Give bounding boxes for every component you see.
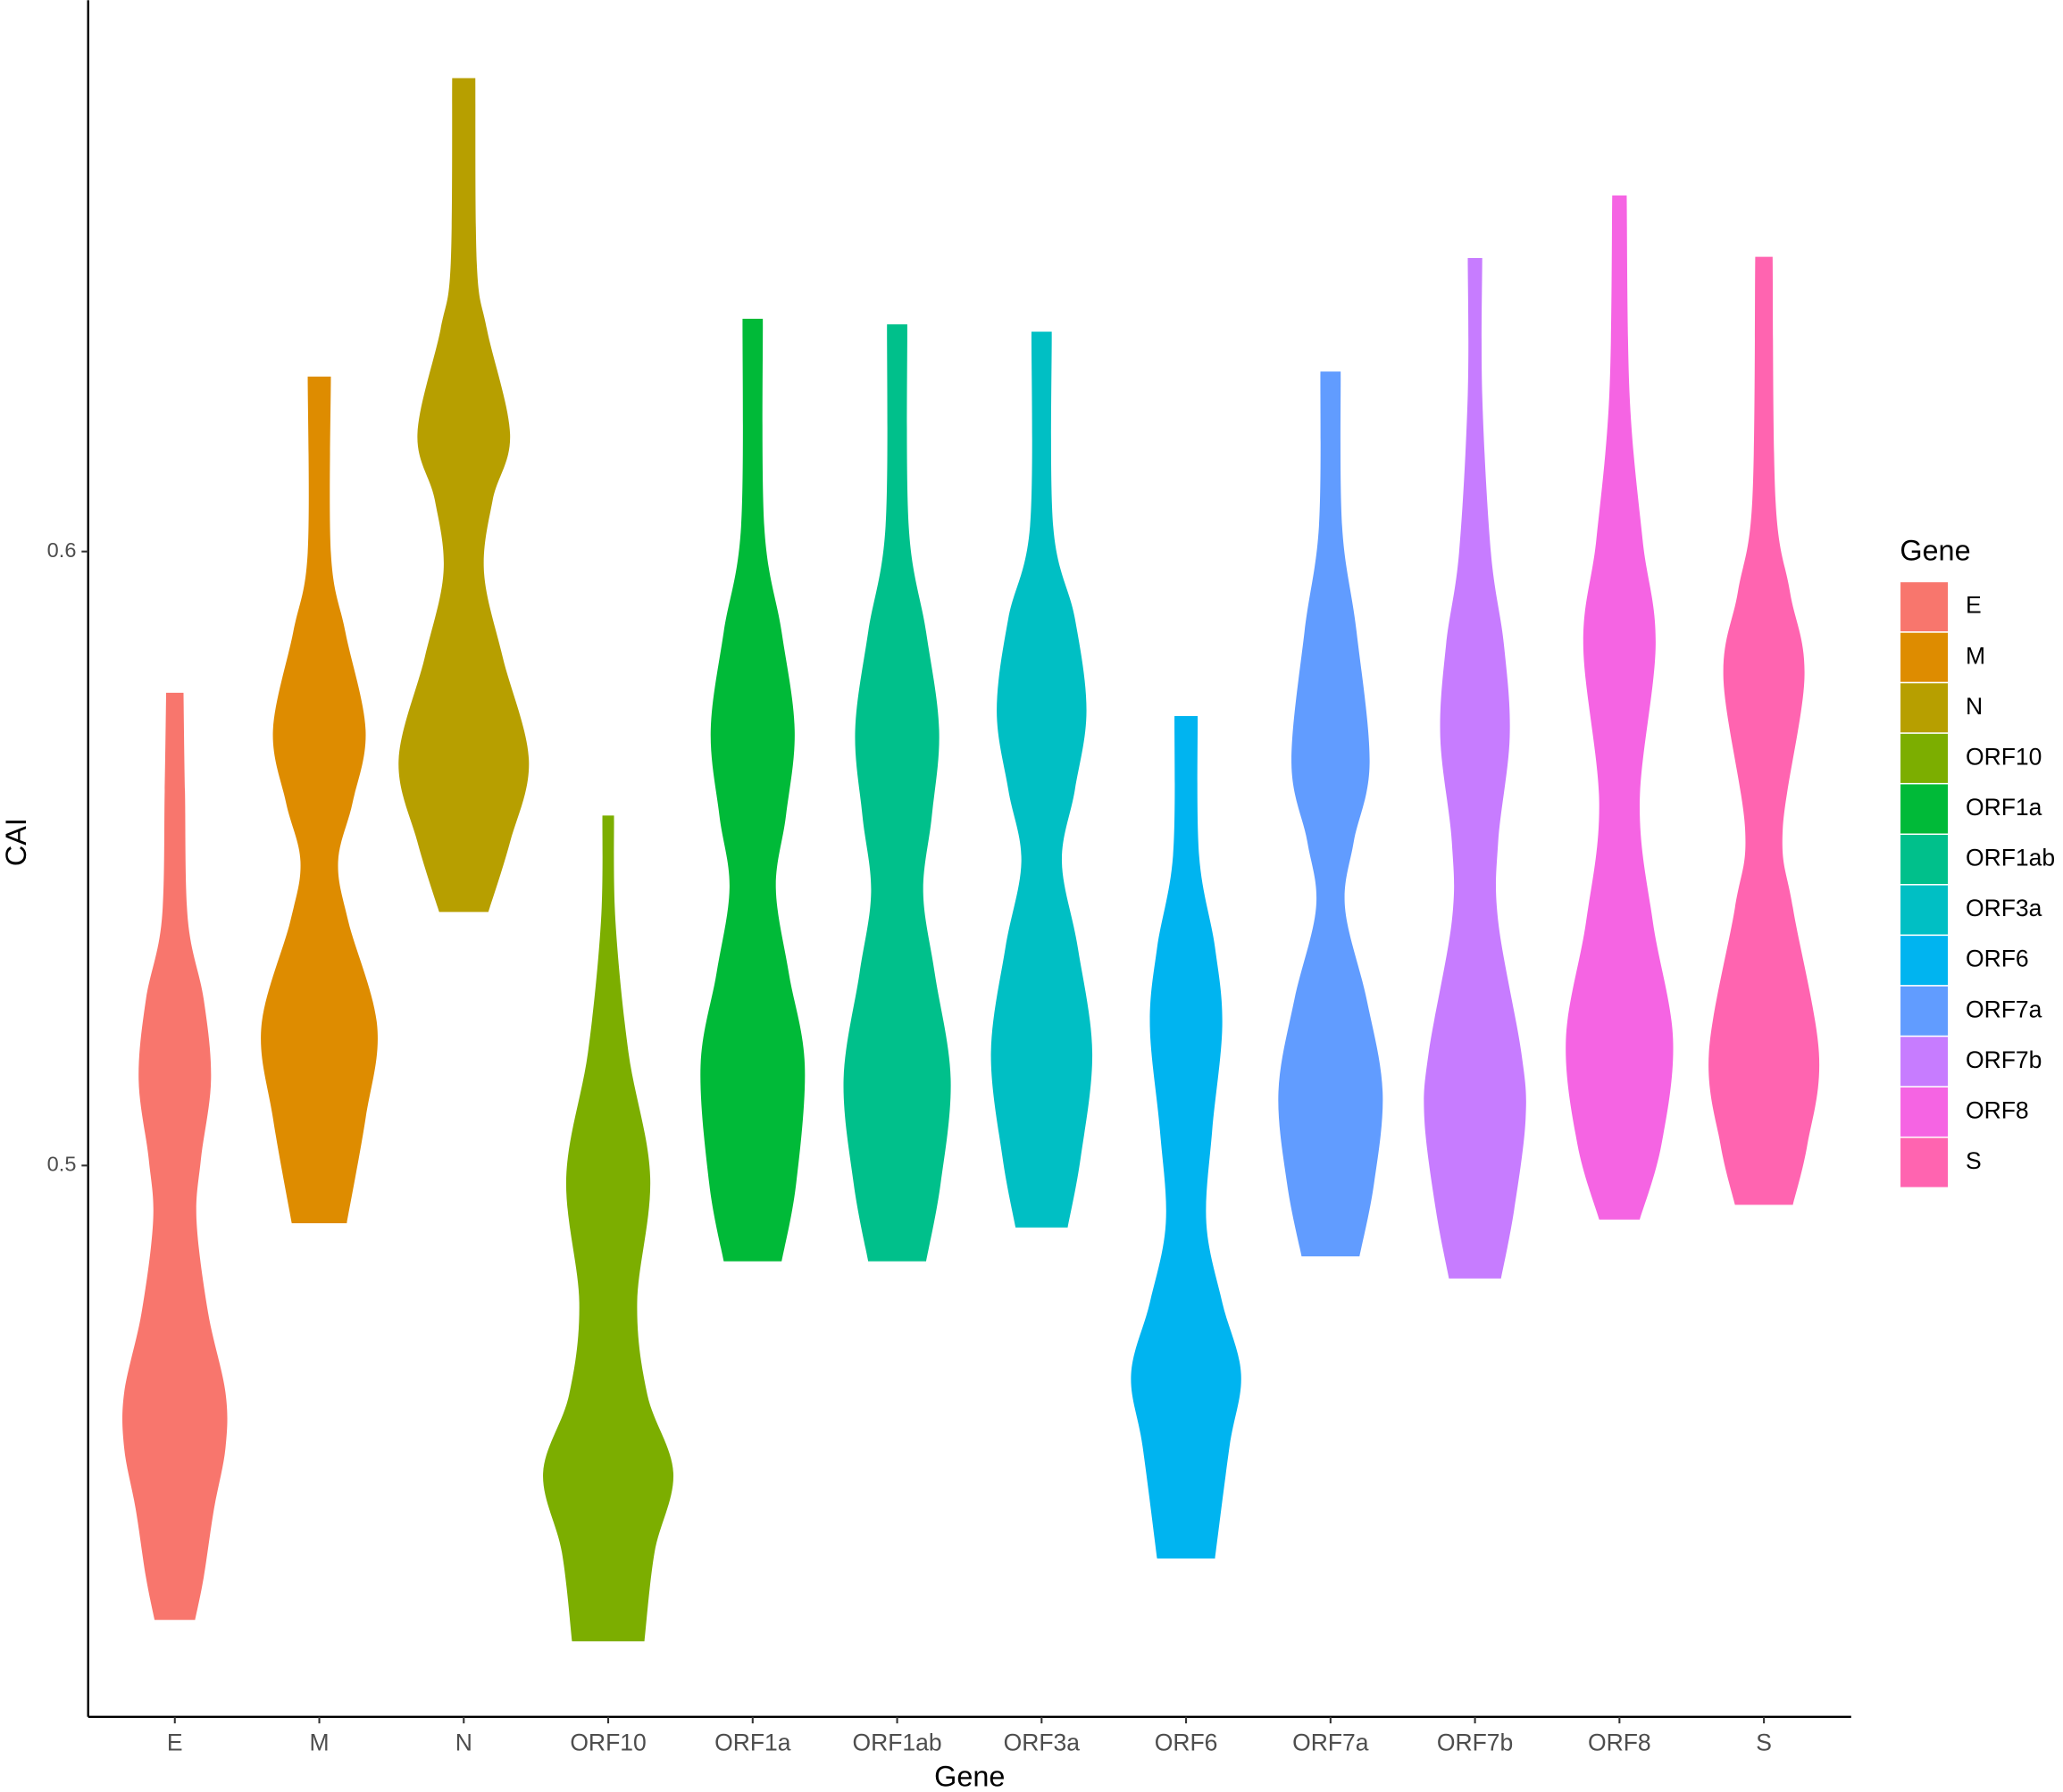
violin [261, 376, 378, 1223]
y-axis-title: CAI [0, 818, 32, 866]
legend-title: Gene [1900, 535, 1970, 567]
x-tick-label: ORF7a [1292, 1729, 1369, 1756]
legend-key [1899, 732, 1950, 785]
x-tick-label: ORF1a [714, 1729, 791, 1756]
x-axis-title: Gene [934, 1761, 1005, 1792]
legend-key [1899, 884, 1950, 937]
legend-key [1899, 1035, 1950, 1088]
legend-key [1899, 631, 1950, 684]
violin [1131, 715, 1241, 1559]
legend-label: M [1966, 642, 1985, 669]
violin [1566, 195, 1674, 1220]
legend-label: ORF7a [1966, 996, 2042, 1022]
legend-label: E [1966, 592, 1982, 619]
legend-label: ORF1ab [1966, 845, 2055, 871]
violin [700, 319, 806, 1262]
legend-label: ORF3a [1966, 895, 2042, 921]
violin [1424, 257, 1526, 1279]
legend-label: ORF8 [1966, 1096, 2029, 1123]
legend-key [1899, 934, 1950, 987]
legend-label: ORF1a [1966, 794, 2042, 821]
legend-label: ORF7b [1966, 1046, 2042, 1073]
violin [1708, 256, 1820, 1205]
legend-key [1899, 833, 1950, 886]
violin [990, 331, 1093, 1228]
legend-key [1899, 681, 1950, 734]
x-tick-label: ORF7b [1437, 1729, 1513, 1756]
legend-label: N [1966, 693, 1983, 720]
legend-label: ORF6 [1966, 946, 2029, 972]
y-tick-label: 0.5 [47, 1153, 77, 1176]
x-tick-label: S [1756, 1729, 1772, 1756]
x-tick-label: ORF10 [570, 1729, 646, 1756]
y-tick-label: 0.6 [47, 538, 77, 562]
violin [843, 324, 951, 1262]
x-tick-label: ORF3a [1004, 1729, 1081, 1756]
violin [543, 815, 674, 1642]
x-tick-label: ORF1ab [852, 1729, 941, 1756]
x-tick-label: M [309, 1729, 329, 1756]
legend-key [1899, 1136, 1950, 1188]
legend-key [1899, 985, 1950, 1038]
x-tick-label: ORF6 [1155, 1729, 1218, 1756]
violin [121, 692, 228, 1621]
legend-label: S [1966, 1147, 1982, 1174]
violin [1278, 371, 1383, 1257]
legend-label: ORF10 [1966, 743, 2042, 770]
x-tick-label: E [167, 1729, 183, 1756]
legend-key [1899, 1086, 1950, 1138]
x-tick-label: ORF8 [1588, 1729, 1651, 1756]
legend-key [1899, 580, 1950, 633]
legend-key [1899, 782, 1950, 835]
violin [398, 78, 530, 913]
x-tick-label: N [455, 1729, 472, 1756]
